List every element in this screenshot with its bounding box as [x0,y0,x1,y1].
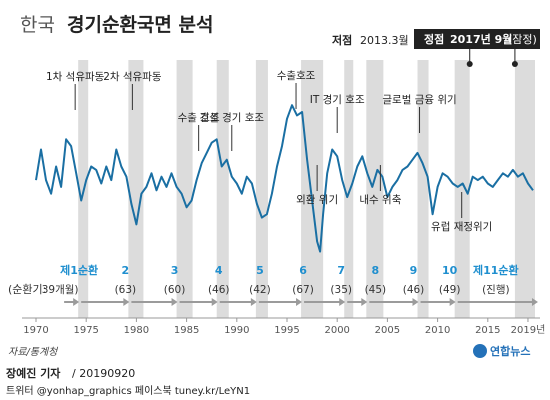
cycle-months-label: (60) [164,284,186,296]
event-label: 수출호조 [277,70,316,82]
x-tick-label: 1970 [23,325,48,336]
cycle-labels: 제1순환 39개월) 2 (63) 3 (60) 4 (46) 5 (42) 6 (67) 7 (35) 8… [42,263,538,306]
peak-badge [414,29,540,49]
x-tick-label: 2019년 [511,324,546,336]
event-label: 1차 석유파동 [46,71,105,83]
cycle-arrow-head [250,298,257,306]
event-label: 유럽 재정위기 [431,220,492,233]
cycle-prefix-label: (순환기: [8,283,46,296]
recession-band [176,60,193,318]
cycle-number-label: 제1순환 [60,263,98,277]
cycle-months-label: (35) [330,284,352,296]
x-tick-label: 2000 [324,325,349,336]
cycle-months-label: (진행) [482,284,510,296]
trough-label-prefix: 저점 [332,33,352,47]
logo-text: 연합뉴스 [490,344,530,358]
cycle-months-label: (46) [403,284,425,296]
cycle-arrow-head [73,298,80,306]
event-label: 2차 석유파동 [103,71,162,83]
cycle-arrow-head [296,298,303,306]
recession-band [454,60,470,318]
recession-band [514,60,535,318]
x-axis-ticks: 1970 1975 1980 1985 1990 1995 2000 2005 2010 2015… [23,318,545,336]
event-label: 외환 위기 [296,193,338,206]
byline-date: / 20190920 [72,367,135,380]
x-tick-label: 2015 [475,325,500,336]
cycle-months-label: (63) [115,284,137,296]
x-tick-label: 2005 [375,325,400,336]
cycle-number-label: 10 [442,264,458,277]
x-tick-label: 1990 [224,325,249,336]
recession-band [417,60,429,318]
cycle-months-label: (49) [439,284,461,296]
cycle-arrow-head [339,298,346,306]
cycle-arrow-head [531,298,538,306]
recession-band [128,60,144,318]
cycle-arrow-head [123,298,130,306]
peak-badge-prefix: 정점 [424,32,444,46]
event-label: IT 경기 호조 [310,93,365,106]
recession-band [255,60,268,318]
title-light: 한국 [20,14,55,36]
peak-dot [466,61,473,67]
social-handles: 트위터 @yonhap_graphics 페이스북 tuney.kr/LeYN1 [6,384,250,397]
recession-bands [78,60,535,318]
cycle-months-label: (45) [365,284,387,296]
peak-badge-suffix: (잠정) [508,33,537,46]
recession-band [344,60,354,318]
event-label: 글로벌 금융 위기 [382,93,456,106]
source-label: 자료/통계청 [8,346,59,358]
peak-markers [466,48,518,67]
trough-label-date: 2013.3월 [360,34,409,47]
peak-dot [511,61,518,67]
x-tick-label: 1975 [73,325,98,336]
recession-band [301,60,324,318]
cycle-months-label: 39개월) [42,284,79,296]
cycle-number-label: 8 [372,264,380,277]
cycle-number-label: 3 [171,264,179,277]
x-tick-label: 1995 [274,325,299,336]
cycle-arrow-head [449,298,456,306]
event-label: 수출 호조 [178,112,220,124]
cycle-arrow-head [412,298,419,306]
cycle-number-label: 9 [410,264,418,277]
event-label: 내수 위축 [359,193,401,206]
x-tick-label: 1985 [174,325,199,336]
byline-name: 장예진 기자 [6,366,61,380]
x-tick-label: 1980 [124,325,149,336]
recession-band [216,60,229,318]
line-series [35,104,534,253]
cycle-months-label: (67) [292,284,314,296]
event-label: 건설 경기 호조 [199,111,264,124]
cycle-number-label: 5 [256,264,264,277]
cycle-arrow-head [361,298,368,306]
peak-badge-date: 2017년 9월 [450,32,512,46]
cycle-months-label: (46) [208,284,230,296]
cycle-number-label: 4 [215,264,223,277]
cycle-number-label: 6 [299,264,307,277]
x-tick-label: 2010 [425,325,450,336]
series-line [35,104,534,253]
recession-band [366,60,384,318]
cycle-arrow-head [211,298,218,306]
title-bold: 경기순환국면 분석 [67,14,213,36]
cycle-months-label: (42) [249,284,271,296]
cycle-number-label: 2 [122,264,130,277]
cycle-arrow-head [171,298,178,306]
cycle-number-label: 제11순환 [473,263,519,277]
cycle-number-label: 7 [337,264,345,277]
logo-icon [473,344,487,358]
